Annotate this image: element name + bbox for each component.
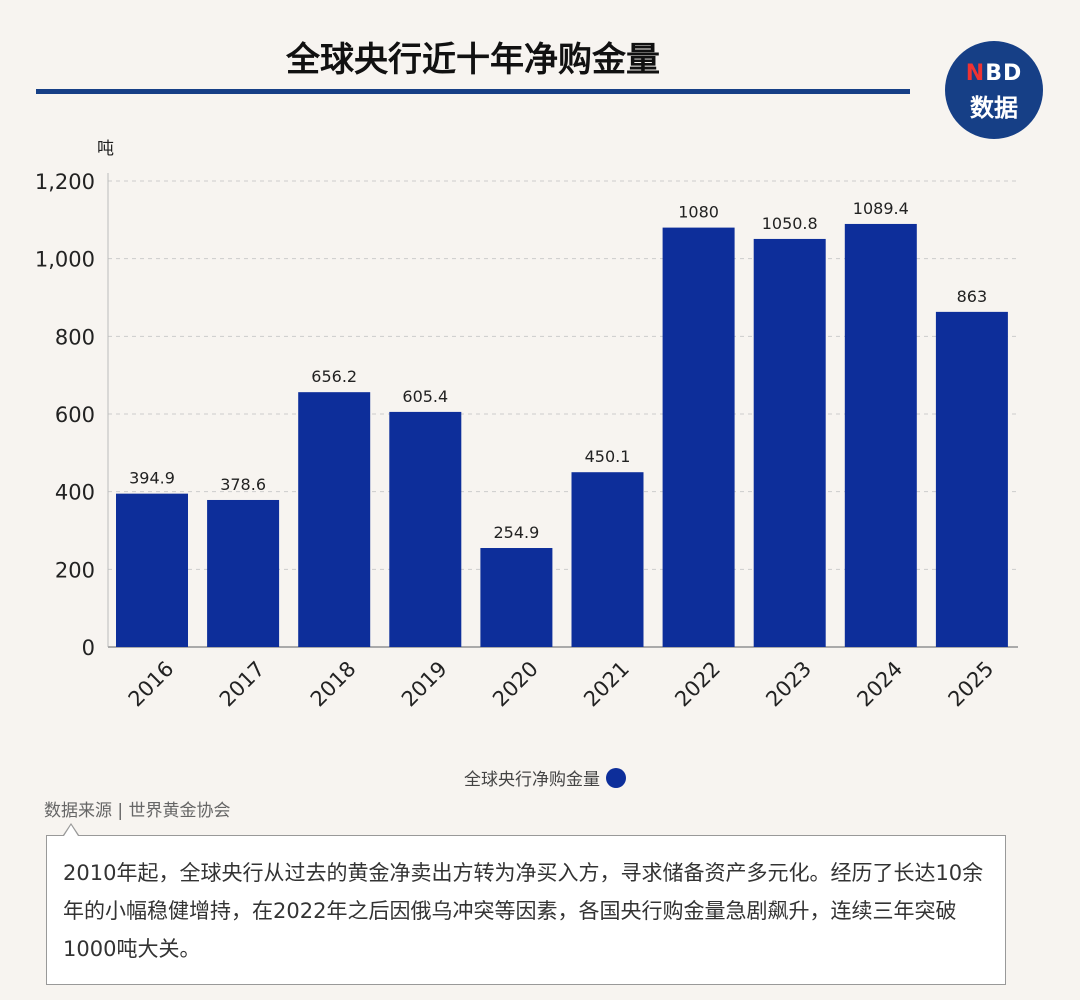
data-label: 863 (957, 287, 988, 306)
legend: 全球央行净购金量 (464, 765, 626, 790)
logo-text: BD (985, 61, 1023, 86)
bar-2020 (480, 548, 553, 647)
data-label: 1080 (678, 203, 719, 222)
data-label: 1089.4 (853, 199, 909, 218)
bar-chart: 吨 0 200 400 600 800 1,000 1,200 394.9 2016 378.6 20… (35, 139, 1018, 712)
y-tick-label: 0 (82, 636, 95, 660)
data-label: 1050.8 (762, 214, 818, 233)
note-pointer-fill (64, 825, 78, 836)
data-label: 450.1 (585, 447, 631, 466)
data-label: 656.2 (311, 367, 357, 386)
x-tick-label: 2025 (944, 657, 999, 712)
chart-title: 全球央行近十年净购金量 (286, 40, 660, 80)
x-tick-label: 2022 (670, 657, 725, 712)
data-label: 254.9 (493, 523, 539, 542)
data-label: 605.4 (402, 387, 448, 406)
x-tick-label: 2020 (488, 657, 543, 712)
x-tick-label: 2018 (306, 657, 361, 712)
bar-2021 (571, 472, 644, 647)
title-rule (36, 89, 910, 94)
x-tick-label: 2016 (124, 657, 179, 712)
bar-2016 (116, 493, 188, 647)
logo-subtext: 数据 (970, 94, 1018, 122)
bar-2024 (844, 223, 917, 648)
x-tick-label: 2021 (579, 657, 634, 712)
x-tick-label: 2017 (215, 657, 270, 712)
y-tick-label: 200 (55, 558, 95, 582)
data-label: 378.6 (220, 475, 266, 494)
x-tick-label: 2023 (761, 657, 816, 712)
bar-2025 (935, 311, 1008, 647)
y-tick-label: 600 (55, 403, 95, 427)
y-axis-label: 吨 (97, 139, 114, 159)
bar-2017 (207, 499, 280, 647)
source-text: 数据来源 | 世界黄金协会 (44, 801, 231, 821)
y-tick-label: 800 (55, 325, 95, 349)
bar-2023 (753, 238, 826, 647)
legend-swatch (606, 767, 626, 788)
bar-2019 (389, 411, 462, 647)
y-tick-label: 1,000 (35, 248, 95, 272)
logo-accent: N (965, 61, 986, 86)
nbd-logo: NBD 数据 (945, 41, 1043, 139)
bar-2022 (662, 227, 735, 647)
x-tick-label: 2019 (397, 657, 452, 712)
y-tick-label: 400 (55, 481, 95, 505)
x-tick-label: 2024 (852, 657, 907, 712)
y-tick-label: 1,200 (35, 170, 95, 194)
legend-label: 全球央行净购金量 (464, 770, 600, 790)
note-box: 2010年起，全球央行从过去的黄金净卖出方转为净买入方，寻求储备资产多元化。经历… (46, 835, 1006, 985)
bar-2018 (298, 392, 371, 647)
data-label: 394.9 (129, 469, 175, 488)
